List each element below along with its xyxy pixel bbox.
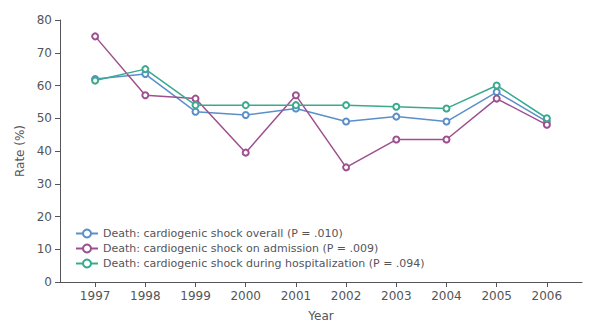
svg-text:Death: cardiogenic shock durin: Death: cardiogenic shock during hospital… [103,257,425,270]
svg-text:Death: cardiogenic shock overa: Death: cardiogenic shock overall (P = .0… [103,227,343,240]
svg-text:1997: 1997 [80,289,111,303]
svg-text:50: 50 [37,111,52,125]
svg-text:80: 80 [37,13,52,27]
svg-text:20: 20 [37,210,52,224]
svg-text:Death: cardiogenic shock on ad: Death: cardiogenic shock on admission (P… [103,242,378,255]
svg-text:2005: 2005 [481,289,512,303]
svg-text:2001: 2001 [281,289,312,303]
svg-text:1998: 1998 [130,289,161,303]
svg-text:Rate (%): Rate (%) [13,125,27,177]
svg-text:2006: 2006 [532,289,563,303]
svg-text:2002: 2002 [331,289,362,303]
svg-text:40: 40 [37,144,52,158]
svg-text:Year: Year [307,309,333,323]
svg-text:60: 60 [37,79,52,93]
svg-text:2003: 2003 [381,289,412,303]
svg-text:70: 70 [37,46,52,60]
svg-text:30: 30 [37,177,52,191]
svg-text:10: 10 [37,242,52,256]
svg-text:1999: 1999 [180,289,211,303]
svg-text:0: 0 [44,275,52,289]
svg-text:2000: 2000 [230,289,261,303]
svg-text:2004: 2004 [431,289,462,303]
